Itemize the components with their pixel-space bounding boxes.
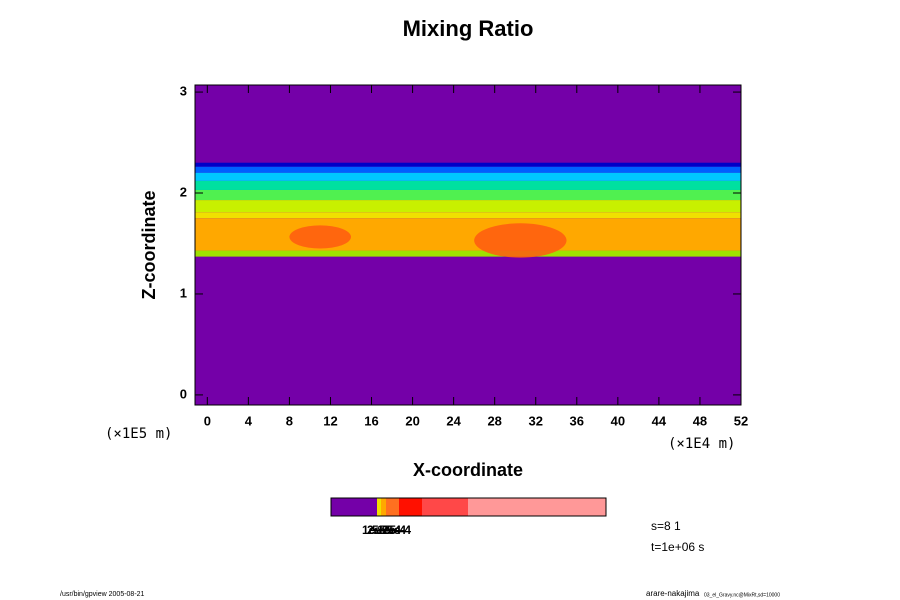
contour-band xyxy=(195,166,741,173)
y-tick-label: 1 xyxy=(180,285,187,300)
colorbar-frame xyxy=(330,497,607,517)
colorbar-segment xyxy=(377,498,381,516)
colorbar-label: 5e-5 xyxy=(372,523,396,537)
footer: 03_el_Gravy.nc@MixRt,sd=10000 xyxy=(704,592,780,598)
colorbar-label: 1e-5 xyxy=(362,523,386,537)
contour-band xyxy=(195,250,741,257)
contour-band xyxy=(195,162,741,167)
contour-band xyxy=(195,189,741,201)
x-tick-label: 32 xyxy=(529,413,543,428)
colorbar-segment xyxy=(422,498,468,516)
colorbar-segment xyxy=(331,498,377,516)
y-tick-label: 2 xyxy=(180,184,187,199)
colorbar-segment xyxy=(468,498,606,516)
x-tick-label: 24 xyxy=(446,413,461,428)
colorbar-label: 5e-4 xyxy=(387,523,411,537)
contour-band xyxy=(195,172,741,181)
contour-band xyxy=(195,218,741,251)
contour-band xyxy=(195,180,741,190)
colorbar-segment xyxy=(381,498,386,516)
x-tick-label: 20 xyxy=(405,413,419,428)
y-tick-label: 0 xyxy=(180,386,187,401)
contour-band xyxy=(195,212,741,219)
x-tick-label: 44 xyxy=(652,413,667,428)
footer: arare-nakajima xyxy=(646,589,700,598)
y-tick-label: 3 xyxy=(180,84,187,99)
x-tick-label: 16 xyxy=(364,413,378,428)
x-tick-label: 0 xyxy=(204,413,211,428)
x-unit: (×1E4 m) xyxy=(668,436,735,452)
x-tick-label: 4 xyxy=(245,413,253,428)
plot-frame xyxy=(194,84,742,406)
contour-patch xyxy=(289,225,352,249)
x-axis-label: X-coordinate xyxy=(413,460,523,480)
footer: /usr/bin/gpview 2005-08-21 xyxy=(60,591,145,598)
colorbar-label: 2e-5 xyxy=(367,523,391,537)
x-tick-label: 52 xyxy=(734,413,748,428)
note: s=8 1 xyxy=(651,519,681,533)
contour-band xyxy=(195,200,741,213)
note: t=1e+06 s xyxy=(651,540,704,554)
colorbar-segment xyxy=(386,498,399,516)
colorbar-label: 1e-4 xyxy=(377,523,401,537)
x-tick-label: 8 xyxy=(286,413,293,428)
y-axis-label: Z-coordinate xyxy=(139,190,159,299)
colorbar-segment xyxy=(399,498,422,516)
y-unit: (×1E5 m) xyxy=(105,426,172,442)
x-tick-label: 12 xyxy=(323,413,337,428)
x-tick-label: 40 xyxy=(611,413,625,428)
x-tick-label: 28 xyxy=(487,413,501,428)
x-tick-label: 48 xyxy=(693,413,707,428)
x-tick-label: 36 xyxy=(570,413,584,428)
chart-title: Mixing Ratio xyxy=(403,16,534,41)
contour-patch xyxy=(474,223,567,258)
colorbar-label: 2e-4 xyxy=(382,523,406,537)
